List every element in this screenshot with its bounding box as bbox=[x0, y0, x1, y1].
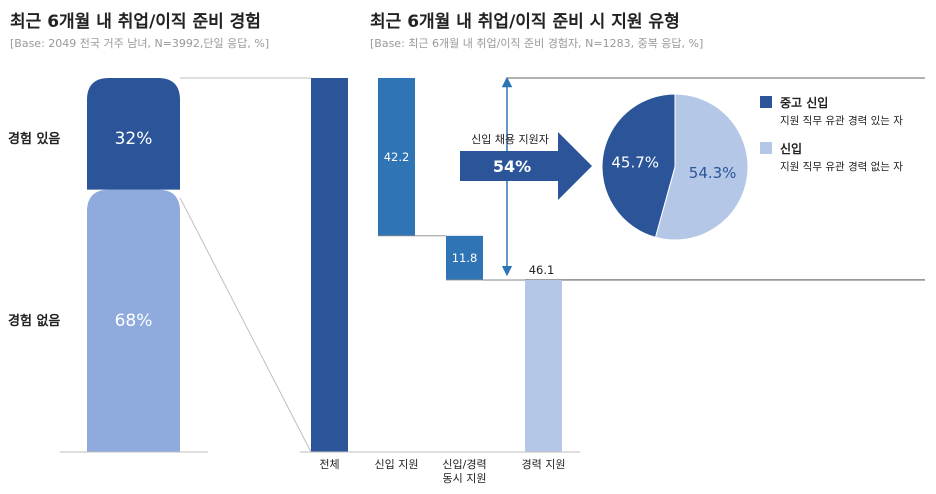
waterfall-value-label: 42.2 bbox=[384, 150, 410, 164]
pie-label-used-newcomer: 45.7% bbox=[611, 154, 659, 172]
annotation-label: 신입 채용 지원자 bbox=[471, 133, 549, 146]
annotation-group: 신입 채용 지원자 54% bbox=[460, 76, 592, 277]
waterfall-tick-label: 경력 지원 bbox=[522, 458, 566, 471]
pie-chart: 45.7% 54.3% bbox=[601, 93, 749, 241]
bar-segment-no-experience bbox=[87, 189, 180, 452]
bar-both bbox=[446, 235, 483, 280]
legend-label-newcomer: 신입 bbox=[780, 141, 802, 156]
waterfall-value-label: 46.1 bbox=[529, 263, 555, 277]
right-chart-subtitle: [Base: 최근 6개월 내 취업/이직 준비 경험자, N=1283, 중복… bbox=[370, 37, 703, 50]
annotation-arrow-shape bbox=[460, 132, 592, 200]
bar-new-only bbox=[378, 78, 415, 236]
bar-experienced bbox=[525, 279, 562, 453]
connector-lines bbox=[179, 77, 925, 453]
left-chart-subtitle: [Base: 2049 전국 거주 남녀, N=3992,단일 응답, %] bbox=[10, 36, 269, 50]
bar-total bbox=[311, 78, 348, 452]
connector-bottom bbox=[179, 197, 312, 453]
waterfall-tick-label: 동시 지원 bbox=[443, 472, 487, 485]
legend-swatch-newcomer bbox=[760, 142, 772, 154]
pie-label-newcomer: 54.3% bbox=[689, 164, 737, 182]
legend-desc-newcomer: 지원 직무 유관 경력 없는 자 bbox=[780, 160, 903, 173]
waterfall-tick-label: 신입/경력 bbox=[442, 458, 486, 471]
pie-legend: 중고 신입 지원 직무 유관 경력 있는 자 신입 지원 직무 유관 경력 없는… bbox=[760, 95, 903, 173]
waterfall-tick-label: 신입 지원 bbox=[375, 458, 419, 471]
legend-swatch-used-newcomer bbox=[760, 96, 772, 108]
category-label-no-experience: 경험 없음 bbox=[8, 313, 60, 329]
value-label-experience: 32% bbox=[115, 129, 153, 149]
pie-slice-used-newcomer bbox=[601, 93, 676, 238]
left-chart-title: 최근 6개월 내 취업/이직 준비 경험 bbox=[10, 11, 261, 32]
right-chart-title: 최근 6개월 내 취업/이직 준비 시 지원 유형 bbox=[370, 11, 680, 32]
value-label-no-experience: 68% bbox=[115, 311, 153, 331]
bar-segment-experience bbox=[87, 78, 180, 190]
category-label-experience: 경험 있음 bbox=[8, 131, 60, 147]
waterfall-value-label: 11.8 bbox=[452, 251, 478, 265]
annotation-value: 54% bbox=[493, 157, 531, 176]
legend-desc-used-newcomer: 지원 직무 유관 경력 있는 자 bbox=[780, 114, 903, 127]
legend-label-used-newcomer: 중고 신입 bbox=[780, 95, 828, 110]
pie-slice-newcomer bbox=[654, 93, 749, 241]
waterfall-tick-label: 전체 bbox=[319, 458, 339, 471]
